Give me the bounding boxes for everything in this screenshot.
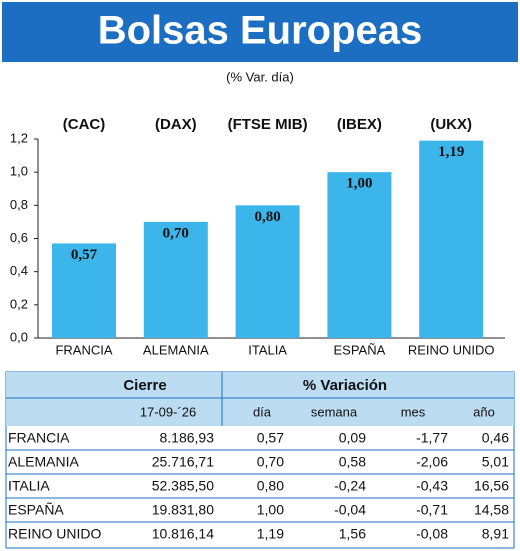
table-subheader: semana <box>311 404 358 419</box>
table-cell: 16,56 <box>474 478 509 494</box>
index-label: (DAX) <box>155 116 197 133</box>
y-tick-label: 0,8 <box>10 197 28 212</box>
table-cell: 8,91 <box>482 526 509 542</box>
table-cell: -0,04 <box>334 502 366 518</box>
table-cell: 1,00 <box>257 502 284 518</box>
x-tick-label: REINO UNIDO <box>408 342 495 357</box>
y-tick-label: 0,2 <box>10 296 28 311</box>
x-tick-label: ITALIA <box>248 342 287 357</box>
table-cell: 0,09 <box>339 430 366 446</box>
table-cell: 0,80 <box>257 478 284 494</box>
index-label: (CAC) <box>63 116 106 133</box>
value-label: 0,57 <box>71 247 98 263</box>
bar <box>52 243 116 338</box>
table-cell: 14,58 <box>474 502 509 518</box>
index-label: (FTSE MIB) <box>228 116 308 133</box>
value-label: 0,70 <box>163 225 189 241</box>
table-header: % Variación <box>303 377 387 394</box>
index-label: (IBEX) <box>337 116 382 133</box>
table-subheader: día <box>253 404 272 419</box>
bar <box>419 140 484 338</box>
table-cell: 8.186,93 <box>160 430 215 446</box>
table-cell: REINO UNIDO <box>8 526 101 542</box>
x-tick-label: FRANCIA <box>55 342 112 357</box>
table-cell: 10.816,14 <box>152 526 214 542</box>
x-tick-label: ESPAÑA <box>334 342 386 357</box>
table-subheader: mes <box>401 404 426 419</box>
y-tick-label: 1,2 <box>10 130 28 145</box>
value-label: 1,00 <box>346 176 372 192</box>
table-header-bg <box>6 372 514 426</box>
y-tick-label: 1,0 <box>10 164 28 179</box>
title-banner <box>2 2 518 62</box>
table-cell: 1,19 <box>257 526 284 542</box>
table-cell: 19.831,80 <box>152 502 214 518</box>
table-cell: -2,06 <box>416 454 448 470</box>
table-cell: -0,71 <box>416 502 448 518</box>
table-cell: 0,58 <box>339 454 366 470</box>
table-subheader: año <box>473 404 495 419</box>
bar <box>143 221 208 338</box>
table-subheader: 17-09-´26 <box>140 404 196 419</box>
bar <box>235 205 300 338</box>
x-tick-label: ALEMANIA <box>143 342 209 357</box>
table-cell: ITALIA <box>8 478 50 494</box>
table-cell: 1,56 <box>339 526 366 542</box>
y-tick-label: 0,6 <box>10 230 28 245</box>
y-tick-label: 0,0 <box>10 329 28 344</box>
table-cell: -1,77 <box>416 430 448 446</box>
table-cell: 52.385,50 <box>152 478 214 494</box>
table-cell: 0,57 <box>257 430 284 446</box>
table-header: Cierre <box>123 377 166 394</box>
table-cell: -0,08 <box>416 526 448 542</box>
index-label: (UKX) <box>430 116 472 133</box>
table-cell: 0,70 <box>257 454 284 470</box>
y-tick-label: 0,4 <box>10 263 28 278</box>
chart-title: Bolsas Europeas <box>98 9 423 53</box>
table-cell: 0,46 <box>482 430 509 446</box>
table-cell: 25.716,71 <box>152 454 214 470</box>
value-label: 0,80 <box>254 209 280 225</box>
table-cell: FRANCIA <box>8 430 70 446</box>
table-cell: ALEMANIA <box>8 454 79 470</box>
bar <box>327 172 392 338</box>
table-cell: ESPAÑA <box>8 502 64 518</box>
table-cell: -0,24 <box>334 478 366 494</box>
table-cell: 5,01 <box>482 454 509 470</box>
table-cell: -0,43 <box>416 478 448 494</box>
chart-subtitle: (% Var. día) <box>226 69 294 84</box>
value-label: 1,19 <box>438 144 464 160</box>
